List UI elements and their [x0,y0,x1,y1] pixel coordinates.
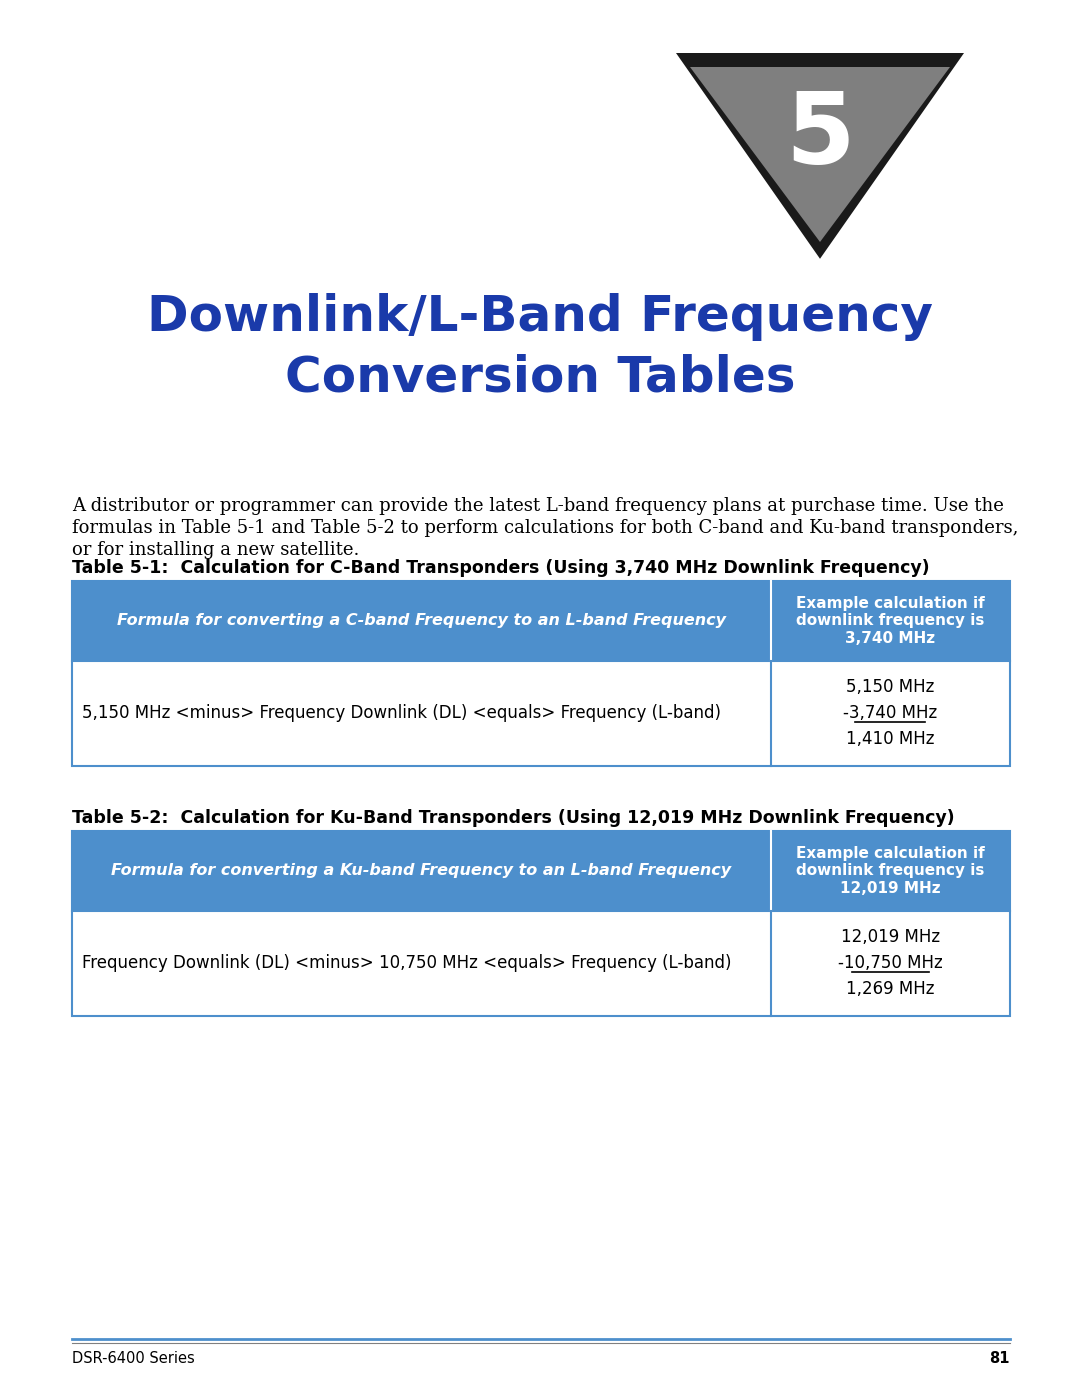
Text: -10,750 MHz: -10,750 MHz [838,954,943,972]
Text: 1,269 MHz: 1,269 MHz [846,981,934,999]
Text: or for installing a new satellite.: or for installing a new satellite. [72,541,360,559]
Text: Table 5-1:  Calculation for C-Band Transponders (Using 3,740 MHz Downlink Freque: Table 5-1: Calculation for C-Band Transp… [72,559,930,577]
Text: A distributor or programmer can provide the latest L-band frequency plans at pur: A distributor or programmer can provide … [72,497,1004,515]
Polygon shape [690,67,950,242]
Polygon shape [676,53,964,258]
Text: 12,019 MHz: 12,019 MHz [841,929,940,947]
Bar [72,911,1010,1016]
Text: Frequency Downlink (DL) <minus> 10,750 MHz <equals> Frequency (L-band): Frequency Downlink (DL) <minus> 10,750 M… [82,954,731,972]
Text: 5,150 MHz <minus> Frequency Downlink (DL) <equals> Frequency (L-band): 5,150 MHz <minus> Frequency Downlink (DL… [82,704,721,722]
Text: Example calculation if
downlink frequency is
3,740 MHz: Example calculation if downlink frequenc… [796,597,985,645]
Text: 5: 5 [785,88,854,184]
Text: Formula for converting a C-band Frequency to an L-band Frequency: Formula for converting a C-band Frequenc… [117,613,726,629]
Text: Example calculation if
downlink frequency is
12,019 MHz: Example calculation if downlink frequenc… [796,847,985,895]
Bar [72,831,1010,911]
Text: Formula for converting a Ku-band Frequency to an L-band Frequency: Formula for converting a Ku-band Frequen… [111,863,731,879]
Text: 1,410 MHz: 1,410 MHz [846,731,934,749]
Text: Downlink/L-Band Frequency: Downlink/L-Band Frequency [147,293,933,341]
Text: 5,150 MHz: 5,150 MHz [847,679,934,697]
Bar [72,581,1010,661]
Text: -3,740 MHz: -3,740 MHz [843,704,937,722]
Text: DSR-6400 Series: DSR-6400 Series [72,1351,194,1366]
Text: formulas in Table 5-1 and Table 5-2 to perform calculations for both C-band and : formulas in Table 5-1 and Table 5-2 to p… [72,520,1018,536]
Bar [72,661,1010,766]
Text: Conversion Tables: Conversion Tables [285,353,795,401]
Text: Table 5-2:  Calculation for Ku-Band Transponders (Using 12,019 MHz Downlink Freq: Table 5-2: Calculation for Ku-Band Trans… [72,809,955,827]
Text: 81: 81 [989,1351,1010,1366]
